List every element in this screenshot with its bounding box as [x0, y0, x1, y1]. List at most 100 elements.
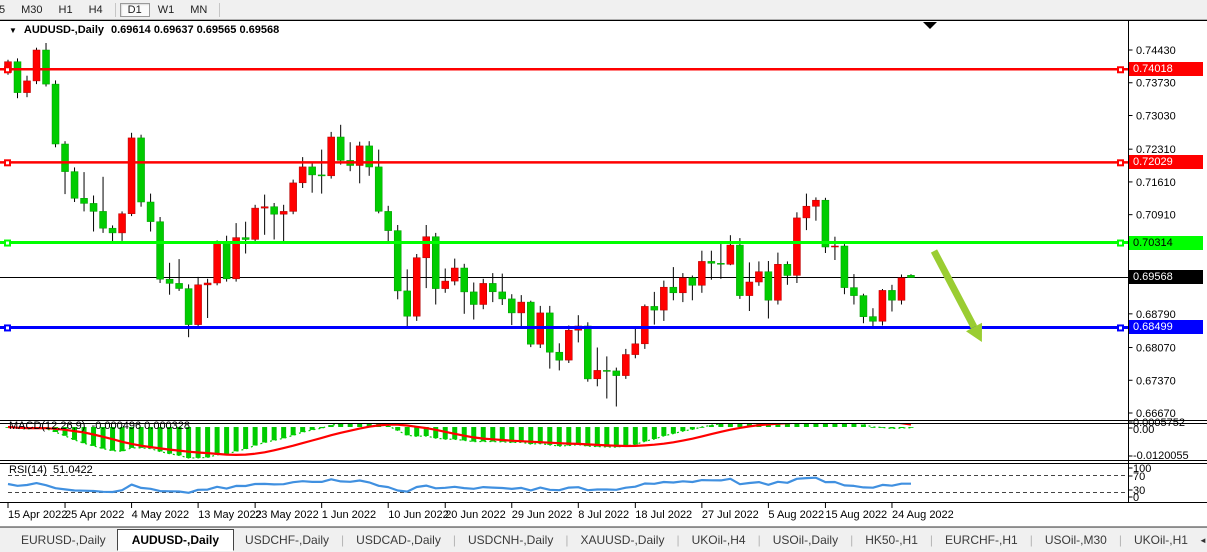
tab-usdcnh-daily[interactable]: USDCNH-,Daily [467, 533, 554, 547]
macd-main-line [7, 424, 912, 459]
horizontal-line-0.72029[interactable] [0, 159, 1128, 167]
tab-divider: | [1118, 533, 1122, 547]
chart-shift-marker[interactable] [923, 22, 937, 29]
macd-signal-line [7, 424, 912, 457]
svg-text:70: 70 [1133, 471, 1145, 483]
svg-text:0.68790: 0.68790 [1136, 309, 1176, 321]
timeframe-button-MN[interactable]: MN [190, 3, 208, 16]
panel-borders [0, 20, 1207, 503]
timeframe-button-M30[interactable]: M30 [21, 3, 43, 16]
tab-divider: | [757, 533, 761, 547]
tabs-scroll-left-icon[interactable]: ◄ [1198, 535, 1207, 545]
tab-divider: | [929, 533, 934, 547]
rsi-name: RSI(14) [9, 464, 47, 476]
price-badge-0.72029: 0.72029 [1129, 155, 1203, 169]
svg-text:0.66670: 0.66670 [1136, 408, 1176, 420]
svg-text:100: 100 [1133, 463, 1151, 475]
svg-text:8 Jul 2022: 8 Jul 2022 [578, 509, 629, 521]
chart-title: ▼ AUDUSD-,Daily 0.69614 0.69637 0.69565 … [9, 24, 279, 36]
price-badge-0.68499: 0.68499 [1129, 320, 1203, 334]
timeframe-button-5[interactable]: 5 [0, 3, 6, 16]
tab-divider: | [850, 533, 854, 547]
macd-values: -0.000496 0.000328 [91, 420, 191, 432]
tab-ukoil-h4[interactable]: UKOil-,H4 [691, 533, 746, 547]
price-badge-0.74018: 0.74018 [1129, 62, 1203, 76]
rsi-panel [7, 475, 1128, 494]
rsi-line [7, 476, 911, 494]
svg-text:24 Aug 2022: 24 Aug 2022 [892, 509, 954, 521]
svg-text:18 Jul 2022: 18 Jul 2022 [635, 509, 692, 521]
tab-divider: | [341, 533, 345, 547]
macd-name: MACD(12,26,9) [9, 420, 86, 432]
svg-text:27 Jul 2022: 27 Jul 2022 [702, 509, 759, 521]
tab-eurusd-daily[interactable]: EURUSD-,Daily [21, 533, 106, 547]
rsi-value: 51.0422 [53, 464, 93, 476]
svg-text:0.0005752: 0.0005752 [1133, 417, 1185, 429]
chart-dropdown-icon[interactable]: ▼ [9, 25, 17, 35]
tab-eurchf-h1[interactable]: EURCHF-,H1 [945, 533, 1018, 547]
chart-area[interactable]: 0.74430 0.73730 0.73030 0.72310 0.71610 0.709… [0, 0, 1207, 532]
svg-text:0.70910: 0.70910 [1136, 210, 1176, 222]
rsi-indicator-label: RSI(14) 51.0422 [9, 464, 93, 476]
svg-text:0.74430: 0.74430 [1136, 45, 1176, 57]
svg-text:30: 30 [1133, 485, 1145, 497]
horizontal-line-0.74018[interactable] [0, 66, 1128, 74]
timeframe-button-H1[interactable]: H1 [58, 3, 73, 16]
toolbar-separator [219, 2, 221, 17]
tab-audusd-daily[interactable]: AUDUSD-,Daily [116, 529, 235, 551]
svg-text:10 Jun 2022: 10 Jun 2022 [388, 509, 449, 521]
svg-text:4 May 2022: 4 May 2022 [132, 509, 189, 521]
tab-divider: | [676, 533, 680, 547]
svg-text:25 Apr 2022: 25 Apr 2022 [65, 509, 124, 521]
toolbar-separator [114, 2, 116, 17]
tab-divider: | [565, 533, 569, 547]
chart-ohlc-values: 0.69614 0.69637 0.69565 0.69568 [111, 24, 280, 36]
arrow-annotation[interactable] [930, 249, 982, 342]
price-badge-0.70314: 0.70314 [1129, 236, 1203, 250]
chart-background [0, 20, 1207, 527]
svg-text:15 Aug 2022: 15 Aug 2022 [825, 509, 887, 521]
svg-text:0: 0 [1133, 492, 1139, 504]
tab-usdchf-daily[interactable]: USDCHF-,Daily [245, 533, 330, 547]
svg-text:0.73730: 0.73730 [1136, 78, 1176, 90]
timeframe-toolbar: 5 M30 H1 H4 D1 W1 MN [0, 0, 1207, 20]
tab-xauusd-daily[interactable]: XAUUSD-,Daily [580, 533, 665, 547]
tab-usdcad-daily[interactable]: USDCAD-,Daily [356, 533, 441, 547]
tab-usoil-m30[interactable]: USOil-,M30 [1044, 533, 1107, 547]
tab-ukoil-h1[interactable]: UKOil-,H1 [1133, 533, 1188, 547]
macd-panel [5, 424, 914, 459]
svg-text:0.68070: 0.68070 [1136, 343, 1176, 355]
price-badge-0.69568: 0.69568 [1129, 270, 1203, 284]
svg-text:23 May 2022: 23 May 2022 [255, 509, 319, 521]
svg-text:5 Aug 2022: 5 Aug 2022 [768, 509, 824, 521]
tab-hk50-h1[interactable]: HK50-,H1 [865, 533, 918, 547]
svg-text:0.00: 0.00 [1133, 424, 1154, 436]
tab-usoil-daily[interactable]: USOil-,Daily [772, 533, 839, 547]
chart-canvas[interactable]: 0.74430 0.73730 0.73030 0.72310 0.71610 0.709… [0, 0, 1207, 527]
horizontal-line-0.70314[interactable] [0, 239, 1128, 247]
svg-text:1 Jun 2022: 1 Jun 2022 [322, 509, 376, 521]
svg-text:0.73030: 0.73030 [1136, 111, 1176, 123]
svg-text:15 Apr 2022: 15 Apr 2022 [8, 509, 67, 521]
price-axis: 0.74430 0.73730 0.73030 0.72310 0.71610 0.709… [1128, 45, 1176, 420]
timeframe-button-H4[interactable]: H4 [88, 3, 103, 16]
svg-text:13 May 2022: 13 May 2022 [198, 509, 262, 521]
svg-text:0.72310: 0.72310 [1136, 144, 1176, 156]
timeframe-button-W1[interactable]: W1 [157, 3, 175, 16]
tab-divider: | [452, 533, 456, 547]
macd-indicator-label: MACD(12,26,9) -0.000496 0.000328 [9, 420, 190, 432]
svg-text:0.67370: 0.67370 [1136, 375, 1176, 387]
timeframe-button-D1[interactable]: D1 [119, 2, 150, 17]
chart-symbol-label: AUDUSD-,Daily [23, 24, 104, 36]
horizontal-line-0.68499[interactable] [0, 324, 1128, 332]
svg-text:20 Jun 2022: 20 Jun 2022 [445, 509, 506, 521]
svg-text:29 Jun 2022: 29 Jun 2022 [512, 509, 573, 521]
symbol-tab-bar: EURUSD-,Daily AUDUSD-,Daily USDCHF-,Daily |… [0, 527, 1207, 552]
svg-text:0.71610: 0.71610 [1136, 177, 1176, 189]
tab-divider: | [1029, 533, 1033, 547]
svg-text:-0.0120055: -0.0120055 [1133, 450, 1189, 462]
